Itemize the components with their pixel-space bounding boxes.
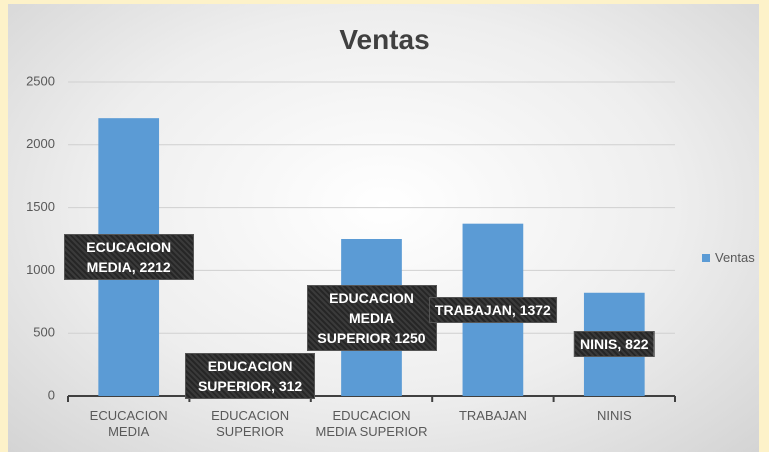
y-tick-label: 1000 <box>26 262 55 277</box>
data-label: TRABAJAN, 1372 <box>429 297 556 322</box>
x-tick-label: EDUCACION MEDIA SUPERIOR <box>315 408 428 439</box>
y-tick-label: 2500 <box>26 73 55 88</box>
x-tick-label: TRABAJAN <box>458 408 527 423</box>
legend: Ventas <box>702 250 755 265</box>
y-tick-label: 1500 <box>26 199 55 214</box>
legend-label: Ventas <box>715 250 755 265</box>
y-tick-label: 0 <box>48 387 55 402</box>
chart-title: Ventas <box>339 24 430 55</box>
legend-swatch <box>702 254 710 262</box>
data-label: EDUCACION SUPERIOR, 312 <box>186 354 315 399</box>
x-tick-label: EDUCACION SUPERIOR <box>211 408 290 439</box>
data-label: ECUCACION MEDIA, 2212 <box>64 235 193 280</box>
data-label: NINIS, 822 <box>575 332 654 357</box>
x-tick-label: ECUCACION MEDIA <box>89 408 168 439</box>
data-label: EDUCACION MEDIA SUPERIOR 1250 <box>307 285 436 350</box>
x-tick-label: NINIS <box>596 408 632 423</box>
y-tick-label: 2000 <box>26 136 55 151</box>
y-tick-label: 500 <box>33 325 55 340</box>
